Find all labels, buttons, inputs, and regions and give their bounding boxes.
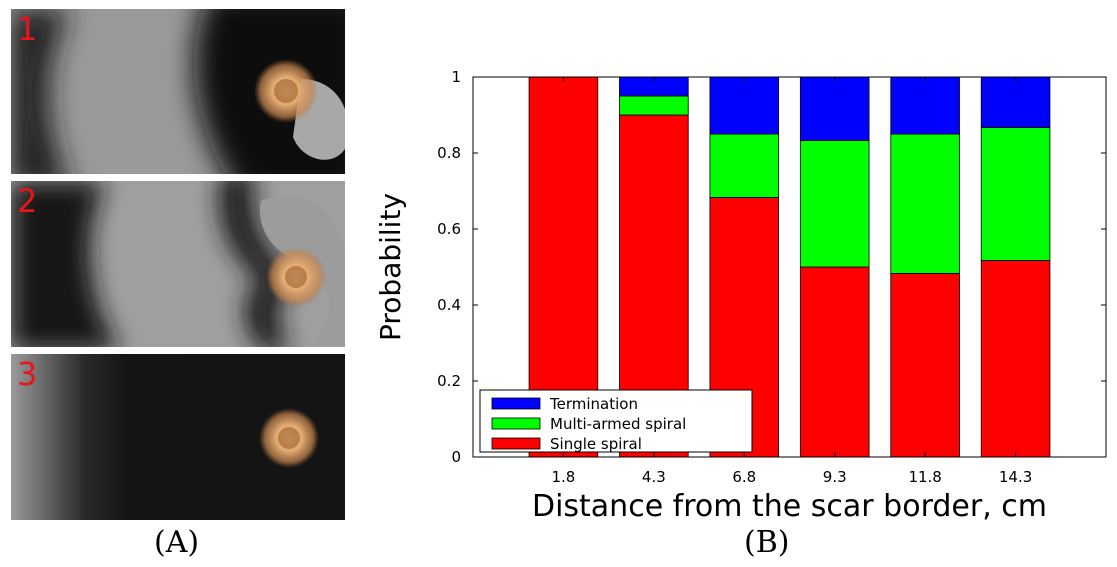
y-tick-label: 0.8 (437, 144, 461, 162)
legend-swatch-termination (491, 397, 541, 410)
y-tick-label: 0.6 (437, 220, 461, 238)
simulation-image-3 (11, 354, 345, 520)
bar-multi-armed-spiral-4.3 (619, 95, 689, 116)
bar-multi-armed-spiral-9.3 (799, 140, 870, 268)
y-tick-label: 1 (451, 68, 461, 86)
simulation-panel-3: 3 (11, 354, 345, 520)
legend-swatch-multi-armed-spiral (491, 417, 541, 430)
y-tick-label: 0.2 (437, 372, 461, 390)
caption-b: (B) (744, 525, 790, 560)
bar-multi-armed-spiral-6.8 (709, 133, 780, 198)
bar-single-spiral-11.8 (890, 273, 960, 458)
x-tick-label: 9.3 (823, 468, 847, 486)
x-axis-title: Distance from the scar border, cm (532, 489, 1047, 524)
bar-termination-9.3 (799, 76, 870, 141)
y-tick-label: 0 (451, 448, 461, 466)
x-tick-label: 11.8 (908, 468, 941, 486)
y-axis-title: Probability (374, 193, 407, 341)
x-tick-label: 1.8 (551, 468, 575, 486)
panel-number-1: 1 (17, 10, 38, 48)
legend-label-termination: Termination (549, 395, 638, 413)
simulation-panel-2: 2 (11, 181, 345, 347)
y-tick-label: 0.4 (437, 296, 461, 314)
caption-a: (A) (154, 525, 200, 560)
bar-single-spiral-14.3 (980, 260, 1051, 458)
bar-multi-armed-spiral-11.8 (890, 133, 960, 274)
legend-swatch-single-spiral (491, 437, 541, 450)
panel-number-3: 3 (17, 355, 38, 393)
simulation-image-2 (11, 181, 345, 347)
bar-multi-armed-spiral-14.3 (980, 127, 1051, 261)
panel-number-2: 2 (17, 182, 38, 220)
legend-label-single-spiral: Single spiral (550, 435, 642, 453)
bar-single-spiral-9.3 (799, 266, 870, 458)
x-tick-label: 4.3 (642, 468, 666, 486)
stacked-bar-chart: 1.8 4.3 6.8 9.3 11.8 14.3 0 0.2 0.4 0.6 0.8 1 Distan… (374, 68, 1107, 524)
bar-termination-6.8 (709, 76, 780, 135)
legend-label-multi-armed-spiral: Multi-armed spiral (550, 415, 686, 433)
bar-termination-14.3 (980, 76, 1051, 128)
simulation-image-1 (11, 9, 345, 174)
x-tick-label: 6.8 (732, 468, 756, 486)
simulation-panel-1: 1 (11, 9, 345, 174)
plot-frame (472, 76, 1107, 458)
x-tick-label: 14.3 (999, 468, 1032, 486)
bar-termination-11.8 (890, 76, 960, 135)
